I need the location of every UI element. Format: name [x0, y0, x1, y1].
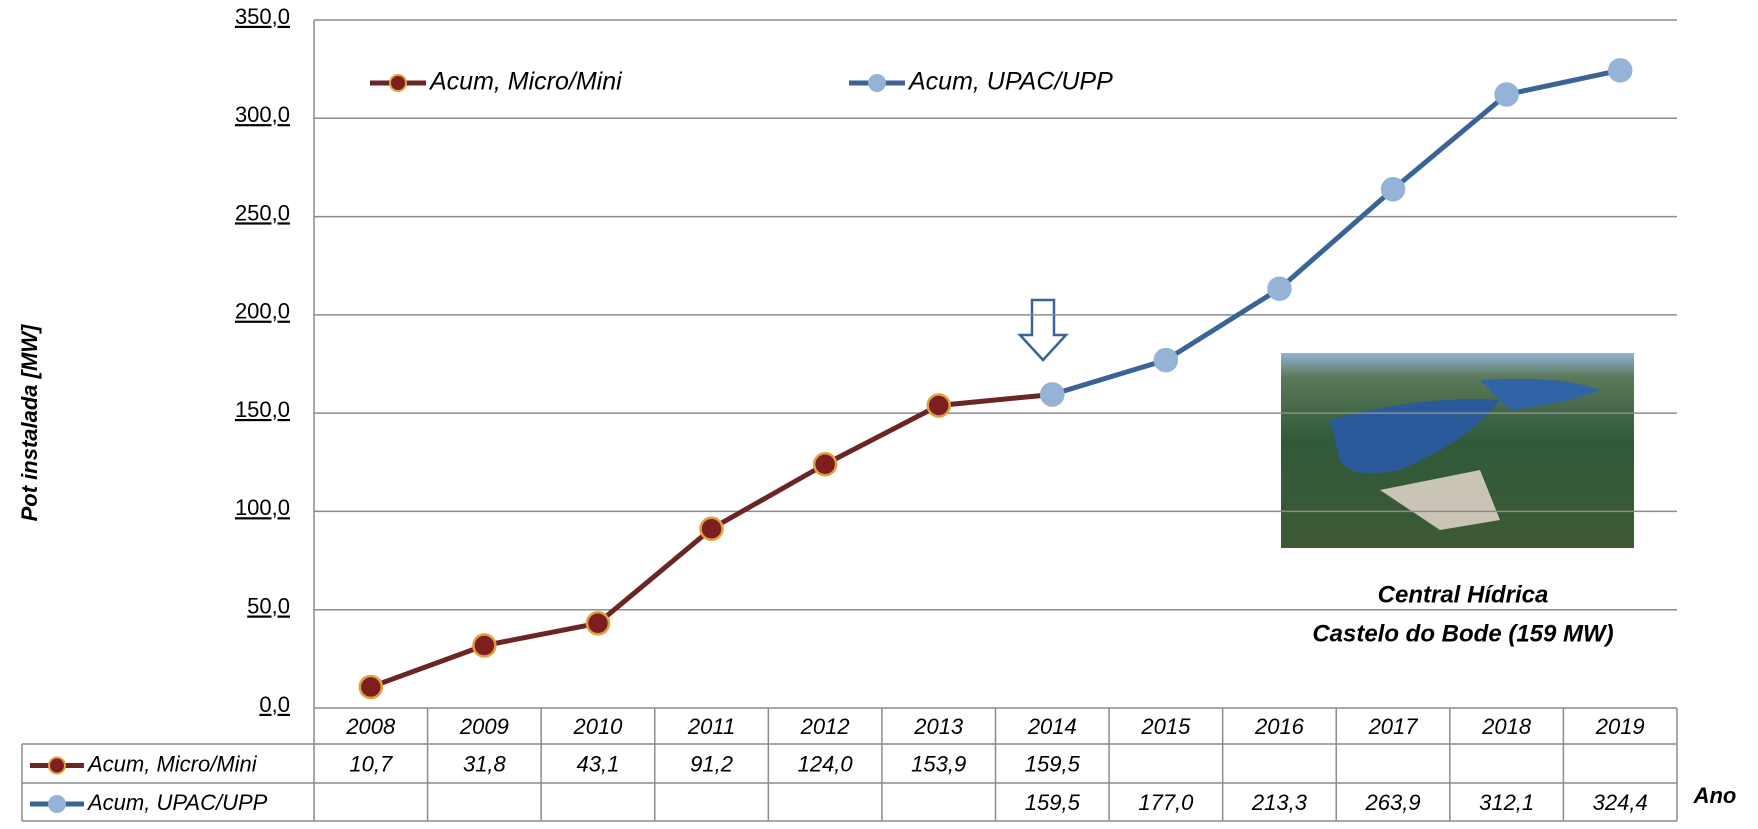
x-tick-label: 2009	[459, 714, 509, 739]
marker	[1267, 276, 1292, 301]
marker	[1040, 382, 1065, 407]
y-tick-label: 300,0	[235, 102, 290, 127]
x-tick-label: 2014	[1027, 714, 1077, 739]
x-tick-label: 2017	[1368, 714, 1419, 739]
y-tick-label: 50,0	[247, 594, 290, 619]
series-line	[1051, 67, 1621, 397]
x-tick-label: 2012	[800, 714, 850, 739]
table-value: 91,2	[690, 751, 733, 776]
table-value: 324,4	[1593, 790, 1648, 815]
table-value: 31,8	[463, 751, 507, 776]
marker	[699, 516, 724, 541]
y-axis-title: Pot instalada [MW]	[17, 324, 42, 521]
legend-marker	[48, 795, 66, 813]
table-value: 312,1	[1479, 790, 1534, 815]
marker	[472, 633, 497, 658]
marker	[926, 393, 951, 418]
x-tick-label: 2013	[913, 714, 964, 739]
table-value: 124,0	[798, 751, 854, 776]
legend-label: Acum, Micro/Mini	[86, 751, 258, 776]
legend-marker	[868, 74, 886, 92]
y-tick-label: 0,0	[259, 692, 290, 717]
marker	[585, 611, 611, 636]
table-value: 213,3	[1251, 790, 1308, 815]
legend-label: Acum, UPAC/UPP	[907, 68, 1113, 96]
table-value: 159,5	[1025, 751, 1081, 776]
arrow	[1017, 298, 1069, 362]
x-tick-label: 2008	[345, 714, 396, 739]
x-tick-label: 2019	[1595, 714, 1645, 739]
photo	[1281, 353, 1634, 548]
table-value: 177,0	[1138, 790, 1194, 815]
y-tick-label: 250,0	[235, 200, 290, 225]
marker	[812, 452, 838, 477]
x-axis-title: Ano	[1693, 783, 1737, 808]
legend-label: Acum, UPAC/UPP	[86, 790, 268, 815]
y-tick-label: 150,0	[235, 397, 290, 422]
x-tick-label: 2015	[1140, 714, 1191, 739]
x-tick-label: 2016	[1254, 714, 1305, 739]
table-value: 263,9	[1365, 790, 1421, 815]
y-tick-label: 350,0	[235, 4, 290, 29]
marker	[1607, 58, 1633, 83]
table-value: 153,9	[911, 751, 966, 776]
marker	[358, 674, 384, 700]
table-value: 159,5	[1025, 790, 1081, 815]
y-tick-label: 200,0	[235, 299, 290, 324]
legend-label: Acum, Micro/Mini	[428, 68, 623, 96]
legend-marker	[389, 74, 407, 92]
x-tick-label: 2018	[1481, 714, 1532, 739]
annotation: Castelo do Bode (159 MW)	[1312, 620, 1613, 647]
x-tick-label: 2010	[572, 714, 623, 739]
y-tick-label: 100,0	[235, 495, 290, 520]
annotation: Central Hídrica	[1378, 581, 1549, 608]
table-value: 43,1	[577, 751, 620, 776]
marker	[1494, 82, 1519, 107]
legend-marker	[48, 756, 66, 775]
x-tick-label: 2011	[687, 714, 735, 739]
table-value: 10,7	[349, 751, 393, 776]
marker	[1153, 347, 1179, 373]
marker	[1380, 176, 1406, 202]
